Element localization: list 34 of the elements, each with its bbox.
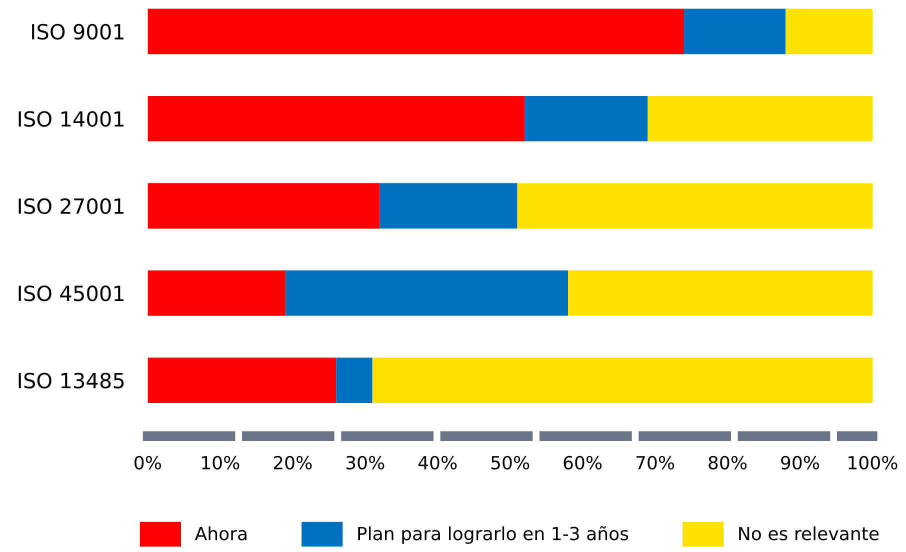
x-tick-label: 100% (848, 456, 898, 470)
bar (285, 270, 568, 316)
bar (148, 96, 525, 142)
y-tick-label: ISO 27001 (18, 198, 124, 214)
bar (786, 8, 872, 54)
x-tick-label: 0% (134, 456, 162, 470)
legend-label: Plan para lograrlo en 1-3 años (358, 526, 628, 544)
y-tick-label: ISO 9001 (32, 24, 124, 40)
bar (148, 270, 286, 316)
bar (336, 358, 372, 403)
x-tick-label: 50% (491, 456, 530, 470)
x-tick-label: 90% (781, 456, 820, 470)
bar (684, 8, 786, 54)
bar (648, 96, 872, 142)
legend-label: No es relevante (739, 526, 879, 540)
bar (517, 183, 872, 229)
x-tick-label: 40% (418, 456, 457, 470)
bar (148, 358, 336, 403)
x-tick-label: 30% (346, 456, 384, 470)
bar (148, 183, 380, 229)
x-tick-label: 80% (708, 456, 747, 470)
y-tick-label: ISO 13485 (18, 372, 124, 388)
bar (372, 358, 872, 403)
x-tick-label: 20% (274, 456, 312, 470)
bar (148, 8, 684, 54)
y-tick-label: ISO 14001 (18, 111, 124, 127)
x-tick-label: 70% (636, 456, 674, 470)
bar (524, 96, 648, 142)
x-tick-label: 60% (564, 456, 602, 470)
y-tick-label: ISO 45001 (18, 286, 124, 302)
x-tick-label: 10% (202, 456, 240, 470)
bar (568, 270, 872, 316)
legend-label: Ahora (194, 526, 246, 540)
bar (380, 183, 518, 229)
